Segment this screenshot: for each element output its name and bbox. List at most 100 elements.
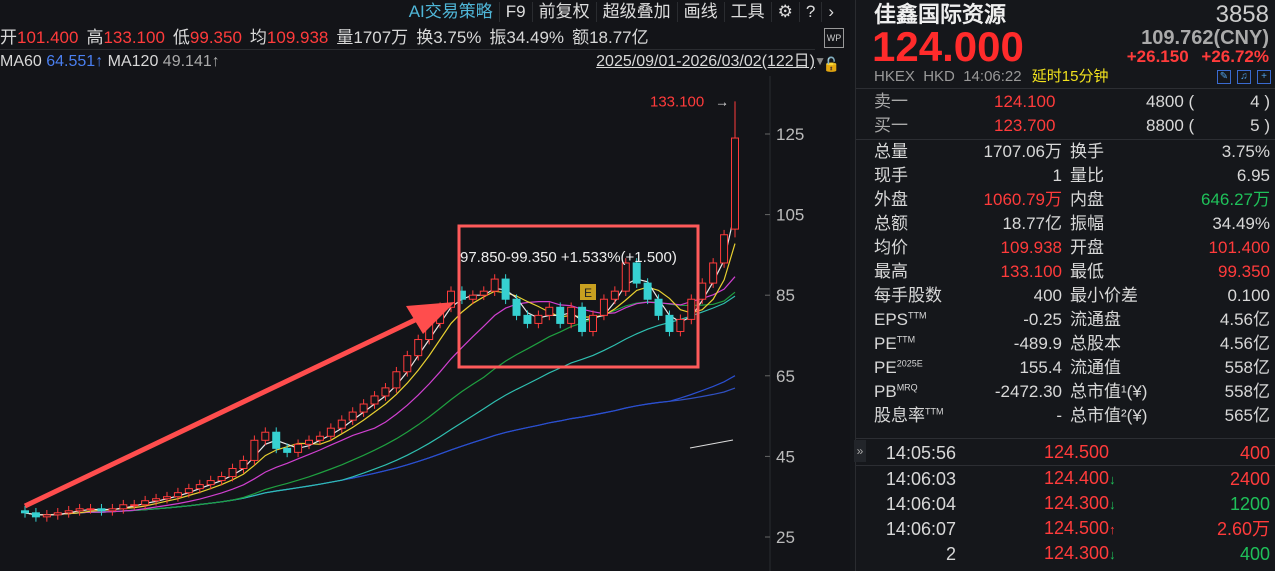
candle-body <box>108 508 117 512</box>
field-label: EPSTTM <box>874 310 927 329</box>
arrow-down-icon: ↓ <box>1109 546 1116 562</box>
y-tick-label: 105 <box>776 206 804 225</box>
field-row: 股息率TTM - 总市值²(¥) 565亿 <box>874 404 1270 428</box>
candle-body <box>53 512 62 516</box>
lock-icon[interactable]: 🔓 <box>822 56 840 72</box>
field-label: 均价 <box>874 238 908 257</box>
ob-count: 4 ) <box>1250 92 1270 111</box>
candle-body <box>173 492 182 498</box>
field-row: 每手股数 400 最小价差 0.100 <box>874 284 1270 308</box>
candle-body <box>381 387 390 397</box>
field-row: 均价 109.938 开盘 101.400 <box>874 236 1270 260</box>
stat-label: 高 <box>86 28 104 47</box>
field-row: PE2025E 155.4 流通值 558亿 <box>874 356 1270 380</box>
ma5-line <box>24 243 736 516</box>
candle-body <box>228 467 237 478</box>
field-row: 总额 18.77亿 振幅 34.49% <box>874 212 1270 236</box>
candle-body <box>567 306 576 324</box>
candle-body <box>720 234 729 264</box>
trend-arrow <box>23 317 417 509</box>
candle-body <box>599 298 608 316</box>
field-row: EPSTTM -0.25 流通盘 4.56亿 <box>874 308 1270 332</box>
candle-body <box>315 435 324 441</box>
field-value: 0.100 <box>1227 286 1270 305</box>
plus-icon[interactable]: + <box>1257 70 1271 84</box>
candle-body <box>261 431 270 441</box>
ma-legend: MA60 64.551↑ MA120 49.141↑ <box>0 52 220 72</box>
event-badge <box>580 284 596 300</box>
field-value: -489.9 <box>1013 334 1062 353</box>
candle-body <box>359 403 368 413</box>
candle-body <box>184 488 193 494</box>
ob-volume: 4800 ( <box>1146 92 1195 111</box>
stat-value: 101.400 <box>17 28 79 47</box>
tick-volume: 1200 <box>1229 493 1270 514</box>
ob-label: 卖一 <box>874 92 908 111</box>
tools-button[interactable]: 工具 <box>725 2 772 22</box>
field-value: 1707.06万 <box>983 142 1062 161</box>
candle-body <box>239 459 248 469</box>
dropdown-triangle-icon[interactable]: ▼ <box>814 54 826 68</box>
stat-value: 99.350 <box>189 28 242 47</box>
field-value: 101.400 <box>1208 238 1270 257</box>
field-label: 总额 <box>874 214 908 233</box>
candle-body <box>392 371 401 389</box>
tick-time: 14:06:04 <box>885 493 956 514</box>
candle-body <box>130 504 139 507</box>
candle-body <box>272 431 281 449</box>
wp-icon[interactable]: WP <box>824 28 844 48</box>
stat-value: 18.77亿 <box>589 28 649 47</box>
field-value: 4.56亿 <box>1219 334 1270 353</box>
date-range[interactable]: 2025/09/01-2026/03/02(122日) <box>596 53 815 70</box>
candle-body <box>610 290 619 300</box>
candle-body <box>709 262 718 284</box>
candlestick-chart[interactable]: 25 45 65 85 105 125 133.100 → 97.850-99.350 +1.5… <box>0 76 850 571</box>
field-row: PETTM -489.9 总股本 4.56亿 <box>874 332 1270 356</box>
candle-body <box>676 318 685 332</box>
field-value: 558亿 <box>1224 382 1270 401</box>
field-label: 最小价差 <box>1070 286 1138 305</box>
collapse-panel-icon[interactable]: » <box>854 440 866 462</box>
overlay-button[interactable]: 超级叠加 <box>597 2 678 22</box>
candle-body <box>468 294 477 300</box>
candle-body <box>556 306 565 324</box>
field-value: 646.27万 <box>1201 190 1270 209</box>
tick-row: 14:06:03 124.400↓ 2400 <box>874 466 1270 491</box>
stat-label: 开 <box>0 28 17 47</box>
cny-price: 109.762(CNY) <box>1141 27 1269 49</box>
event-badge-label: E <box>584 286 592 300</box>
field-value: 4.56亿 <box>1219 310 1270 329</box>
field-row: 外盘 1060.79万 内盘 646.27万 <box>874 188 1270 212</box>
candle-body <box>64 510 73 514</box>
delay-notice: 延时15分钟 <box>1031 68 1109 85</box>
ai-strategy-button[interactable]: AI交易策略 <box>403 2 500 22</box>
field-label: 外盘 <box>874 190 908 209</box>
pencil-icon[interactable]: ✎ <box>1217 70 1231 84</box>
stat-0: 开101.400 <box>0 26 78 49</box>
stat-label: 额 <box>572 28 590 47</box>
field-value: 99.350 <box>1218 262 1270 281</box>
tick-time: 14:06:03 <box>885 468 956 489</box>
bell-icon[interactable]: ♫ <box>1237 70 1251 84</box>
field-label: 量比 <box>1070 166 1104 185</box>
f9-button[interactable]: F9 <box>500 2 533 22</box>
candle-body <box>326 427 335 437</box>
adjust-button[interactable]: 前复权 <box>533 2 597 22</box>
candle-body <box>654 298 663 316</box>
draw-button[interactable]: 画线 <box>678 2 725 22</box>
candle-body <box>305 439 313 445</box>
field-row: PBMRQ -2472.30 总市值¹(¥) 558亿 <box>874 380 1270 404</box>
stock-name: 佳鑫国际资源 <box>874 2 1007 27</box>
high-price-label: 133.100 <box>650 93 704 110</box>
question-icon[interactable]: ? <box>800 2 823 22</box>
field-value: 565亿 <box>1224 406 1270 425</box>
stat-label: 低 <box>172 28 190 47</box>
field-label: 最高 <box>874 262 908 281</box>
gear-icon[interactable]: ⚙ <box>772 2 800 22</box>
ma120-value: 49.141↑ <box>162 53 220 70</box>
field-label: 总市值¹(¥) <box>1070 382 1148 401</box>
ma120-tail <box>689 439 734 449</box>
chevron-right-icon[interactable]: › <box>828 2 834 21</box>
ma120-label: MA120 <box>107 53 159 70</box>
candle-body <box>195 484 204 490</box>
